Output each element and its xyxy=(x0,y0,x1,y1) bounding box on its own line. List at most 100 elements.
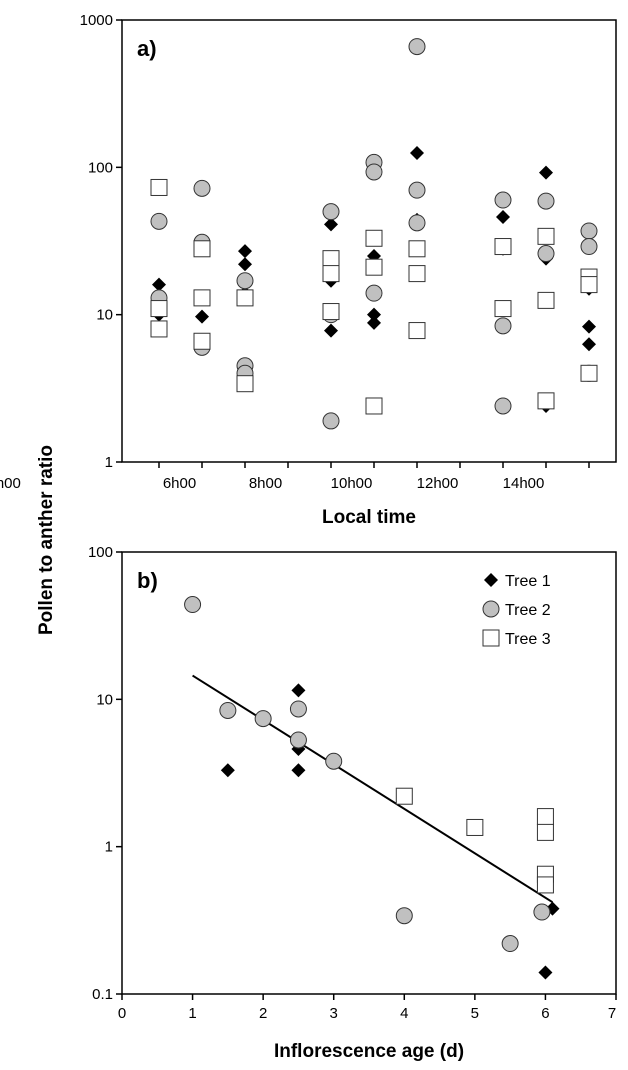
data-point xyxy=(254,710,272,728)
legend-label: Tree 1 xyxy=(505,573,551,590)
data-point xyxy=(582,319,596,334)
data-point xyxy=(322,303,340,321)
data-point xyxy=(367,315,381,330)
data-point xyxy=(580,238,598,256)
legend-label: Tree 2 xyxy=(505,602,551,619)
data-point xyxy=(365,229,383,247)
data-point xyxy=(238,257,252,272)
data-point xyxy=(582,337,596,352)
data-point xyxy=(150,212,168,230)
data-point xyxy=(219,701,237,719)
data-point xyxy=(367,307,381,322)
x-tick-label: 8h00 xyxy=(249,475,282,492)
data-point xyxy=(533,903,551,921)
data-point xyxy=(408,214,426,232)
x-tick-label: 2 xyxy=(259,1005,267,1022)
data-point xyxy=(152,277,166,292)
data-point xyxy=(193,332,211,350)
data-point xyxy=(322,412,340,430)
panel-a-x-axis-title: Local time xyxy=(322,507,416,528)
y-tick-label: 100 xyxy=(88,544,113,561)
data-point xyxy=(408,38,426,56)
data-point xyxy=(408,322,426,340)
data-point xyxy=(291,763,306,778)
data-point xyxy=(537,192,555,210)
data-point xyxy=(289,700,307,718)
x-tick-label: 4 xyxy=(400,1005,408,1022)
data-point xyxy=(324,323,338,338)
data-point xyxy=(150,320,168,338)
panel-b-y-ticks: 0.1 1 10 100 xyxy=(88,544,122,1003)
data-point xyxy=(193,179,211,197)
y-tick-label: 1 xyxy=(105,454,113,471)
panel-b-label: b) xyxy=(137,568,158,593)
data-point xyxy=(501,935,519,953)
data-point xyxy=(193,289,211,307)
data-point xyxy=(236,272,254,290)
data-point xyxy=(184,596,202,614)
x-tick-label: 6h00 xyxy=(163,475,196,492)
panel-b-x-ticks: 0 1 2 3 4 5 6 7 xyxy=(118,994,617,1022)
y-tick-label: 0.1 xyxy=(92,986,113,1003)
data-point xyxy=(580,222,598,240)
panel-b-x-axis-title: Inflorescence age (d) xyxy=(274,1041,464,1062)
legend-label: Tree 3 xyxy=(505,631,551,648)
data-point xyxy=(291,683,306,698)
x-tick-label: 5 xyxy=(471,1005,479,1022)
panel-a-plot-frame xyxy=(121,19,617,463)
legend-marker xyxy=(482,629,500,647)
panel-b-legend: Tree 1 Tree 2 Tree 3 xyxy=(482,573,551,648)
data-point xyxy=(536,823,554,841)
data-point xyxy=(537,245,555,263)
data-point xyxy=(322,265,340,283)
data-point xyxy=(494,238,512,256)
data-point xyxy=(537,392,555,410)
data-point xyxy=(395,787,413,805)
data-point xyxy=(536,876,554,894)
panel-a-y-ticks: 1 10 100 1000 xyxy=(80,12,122,471)
legend-marker xyxy=(482,600,500,618)
x-tick-label: 10h00 xyxy=(331,475,373,492)
data-point xyxy=(537,227,555,245)
data-point xyxy=(195,309,209,324)
data-point xyxy=(322,203,340,221)
data-point xyxy=(494,397,512,415)
panel-a: a) 1 10 100 1000 6h00 8h00 10h00 12h00 14h00 16h… xyxy=(0,12,617,528)
data-point xyxy=(365,163,383,181)
y-tick-label: 1 xyxy=(105,839,113,856)
data-point xyxy=(536,808,554,826)
panel-a-label: a) xyxy=(137,36,157,61)
panel-b-points xyxy=(184,596,560,980)
data-point xyxy=(289,731,307,749)
y-tick-label: 10 xyxy=(96,691,113,708)
y-tick-label: 100 xyxy=(88,159,113,176)
x-tick-label: 16h00 xyxy=(0,475,21,492)
data-point xyxy=(408,240,426,258)
panel-b-plot-frame xyxy=(121,551,617,995)
data-point xyxy=(236,375,254,393)
x-tick-label: 3 xyxy=(330,1005,338,1022)
x-tick-label: 0 xyxy=(118,1005,126,1022)
shared-y-axis-title: Pollen to anther ratio xyxy=(36,445,57,635)
panel-b: b) 0.1 1 10 100 0 1 2 3 4 5 6 7 Tree 1 Tree 2 Tree 3… xyxy=(88,544,617,1062)
data-point xyxy=(324,217,338,232)
data-point xyxy=(365,397,383,415)
data-point xyxy=(410,146,424,161)
legend-marker xyxy=(484,573,498,587)
data-point xyxy=(322,250,340,268)
data-point xyxy=(494,317,512,335)
data-point xyxy=(494,300,512,318)
data-point xyxy=(365,284,383,302)
panel-b-trendline xyxy=(192,674,554,904)
y-tick-label: 10 xyxy=(96,307,113,324)
data-point xyxy=(494,191,512,209)
data-point xyxy=(325,752,343,770)
x-tick-label: 14h00 xyxy=(503,475,545,492)
x-tick-label: 7 xyxy=(608,1005,616,1022)
data-point xyxy=(236,289,254,307)
x-tick-label: 1 xyxy=(188,1005,196,1022)
data-point xyxy=(408,181,426,199)
panel-a-points xyxy=(150,38,598,430)
data-point xyxy=(466,818,484,836)
